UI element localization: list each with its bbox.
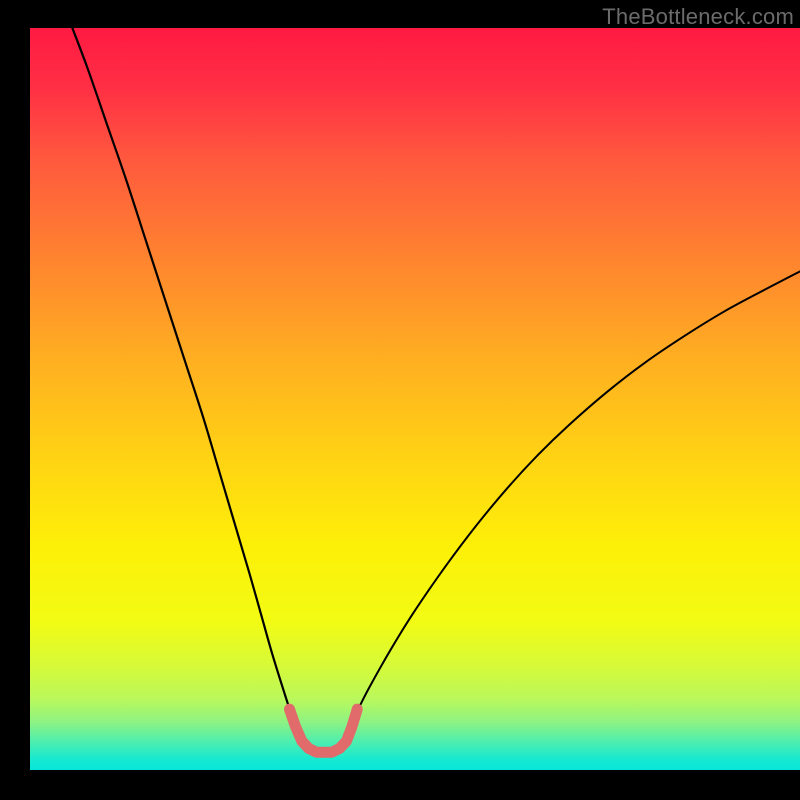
curve-left-branch [72,28,291,716]
valley-overlay [289,709,357,752]
curve-right-branch [355,271,800,715]
bottleneck-curve-chart [0,0,800,800]
